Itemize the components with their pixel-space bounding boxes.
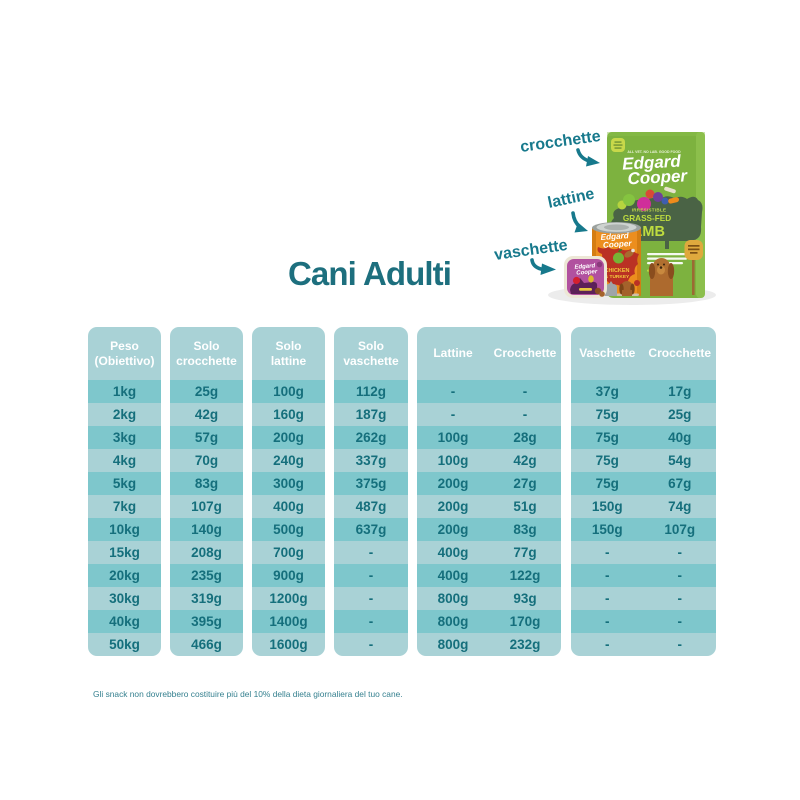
svg-text:lattine: lattine	[546, 185, 596, 211]
svg-text:Cooper: Cooper	[627, 166, 689, 188]
svg-text:Edgard: Edgard	[600, 231, 630, 242]
svg-text:Cooper: Cooper	[576, 269, 598, 276]
svg-text:GRASS-FED: GRASS-FED	[623, 214, 671, 223]
svg-text:ALL VET. NO LAB. GOOD FOOD: ALL VET. NO LAB. GOOD FOOD	[627, 150, 681, 154]
svg-text:CHICKEN: CHICKEN	[604, 268, 629, 274]
svg-text:IRRESISTIBLE: IRRESISTIBLE	[632, 208, 667, 213]
svg-text:Edgard: Edgard	[574, 263, 595, 270]
svg-text:crocchette: crocchette	[519, 128, 602, 156]
svg-text:Cooper: Cooper	[603, 239, 633, 250]
svg-text:& TURKEY: & TURKEY	[605, 274, 630, 280]
svg-text:Edgard: Edgard	[622, 152, 682, 174]
